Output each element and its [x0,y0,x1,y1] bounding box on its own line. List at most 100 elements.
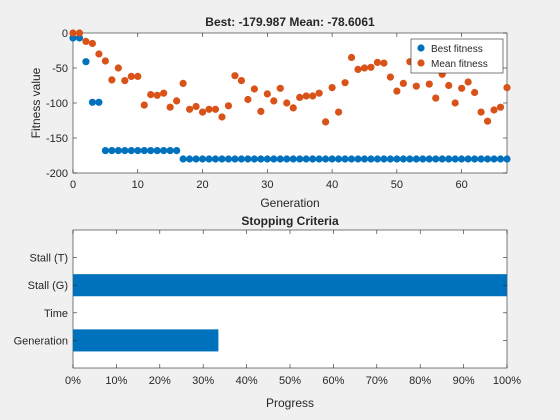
mean-fitness-point [373,58,382,66]
best-fitness-point [464,155,472,163]
category-label: Stall (T) [30,253,69,265]
best-fitness-point [82,58,90,66]
mean-fitness-point [496,103,505,111]
mean-fitness-point [134,72,142,80]
best-fitness-point [185,155,194,163]
best-fitness-point [276,155,284,163]
fitness-x-axis-label: Generation [260,196,319,210]
mean-fitness-point [250,85,258,93]
best-fitness-point [147,147,155,155]
best-fitness-point [114,147,122,155]
best-fitness-point [88,98,97,106]
mean-fitness-point [367,63,375,71]
best-fitness-point [503,155,511,163]
mean-fitness-point [121,77,129,85]
mean-fitness-point [490,106,498,114]
best-fitness-point [309,155,317,163]
mean-fitness-point [328,84,336,92]
mean-fitness-point [173,97,181,105]
best-fitness-point [386,155,395,163]
mean-fitness-point [471,88,479,97]
mean-fitness-point [192,102,200,111]
best-fitness-point [373,155,382,163]
mean-fitness-point [263,90,271,98]
best-fitness-point [283,155,291,163]
mean-fitness-point [127,72,135,80]
best-fitness-point [458,155,466,163]
best-fitness-point [380,155,388,163]
x-tick-label: 80% [409,375,431,387]
mean-fitness-point [160,89,168,97]
best-fitness-point [438,155,446,163]
mean-fitness-point [477,108,485,116]
x-tick-label: 40 [326,179,338,191]
best-fitness-point [360,155,369,163]
mean-fitness-point [289,104,297,112]
best-fitness-point [289,155,297,163]
best-fitness-point [496,155,505,163]
mean-fitness-point [360,64,369,72]
x-tick-label: 100% [493,375,521,387]
best-fitness-point [354,155,362,163]
fitness-points [69,29,511,163]
category-label: Generation [14,335,68,347]
best-fitness-point [153,147,161,155]
y-tick-label: -50 [52,63,68,75]
criteria-chart-title: Stopping Criteria [241,214,339,228]
x-tick-label: 50 [391,179,403,191]
fitness-x-ticks: 0 10 20 30 40 50 60 [70,33,468,191]
mean-fitness-point [302,92,310,100]
best-fitness-point [205,155,213,163]
criteria-x-ticks: 0% 10% 20% 30% 40% 50% 60% 70% 80% 90% 100% [65,230,521,387]
mean-fitness-point [315,89,323,97]
best-fitness-point [490,155,498,163]
best-fitness-point [134,147,142,155]
legend-marker-mean-fitness [417,59,425,67]
best-fitness-point [471,155,479,163]
best-fitness-point [432,155,440,163]
x-tick-label: 70% [366,375,388,387]
best-fitness-point [393,155,401,163]
best-fitness-point [334,155,343,163]
mean-fitness-point [108,76,116,84]
mean-fitness-point [218,113,226,121]
fitness-legend: Best fitness Mean fitness [410,38,504,74]
best-fitness-point [257,155,265,163]
mean-fitness-point [276,84,284,92]
mean-fitness-point [451,99,459,107]
mean-fitness-point [95,50,103,58]
x-tick-label: 40% [236,375,258,387]
x-tick-label: 10% [105,375,127,387]
best-fitness-point [166,147,174,155]
mean-fitness-point [237,77,246,85]
mean-fitness-point [114,64,122,72]
x-tick-label: 60% [322,375,344,387]
mean-fitness-point [393,87,401,95]
mean-fitness-point [231,72,239,80]
best-fitness-point [302,155,310,163]
best-fitness-point [218,155,226,163]
x-tick-label: 90% [453,375,475,387]
best-fitness-point [231,155,239,163]
legend-label-mean-fitness: Mean fitness [431,59,488,70]
best-fitness-point [399,155,407,163]
mean-fitness-point [309,92,317,100]
criteria-bar [73,274,507,297]
mean-fitness-point [224,102,233,110]
y-tick-label: -150 [46,133,68,145]
best-fitness-point [108,147,116,155]
best-fitness-point [160,147,168,155]
x-tick-label: 0% [65,375,81,387]
criteria-bar [73,329,219,352]
mean-fitness-point [69,29,77,37]
best-fitness-point [95,98,103,106]
best-fitness-point [127,147,135,155]
mean-fitness-point [464,78,472,86]
best-fitness-point [244,155,252,163]
mean-fitness-point [270,97,278,105]
criteria-x-axis-label: Progress [266,396,314,410]
best-fitness-point [296,155,304,163]
mean-fitness-point [334,108,343,116]
best-fitness-point [250,155,258,163]
